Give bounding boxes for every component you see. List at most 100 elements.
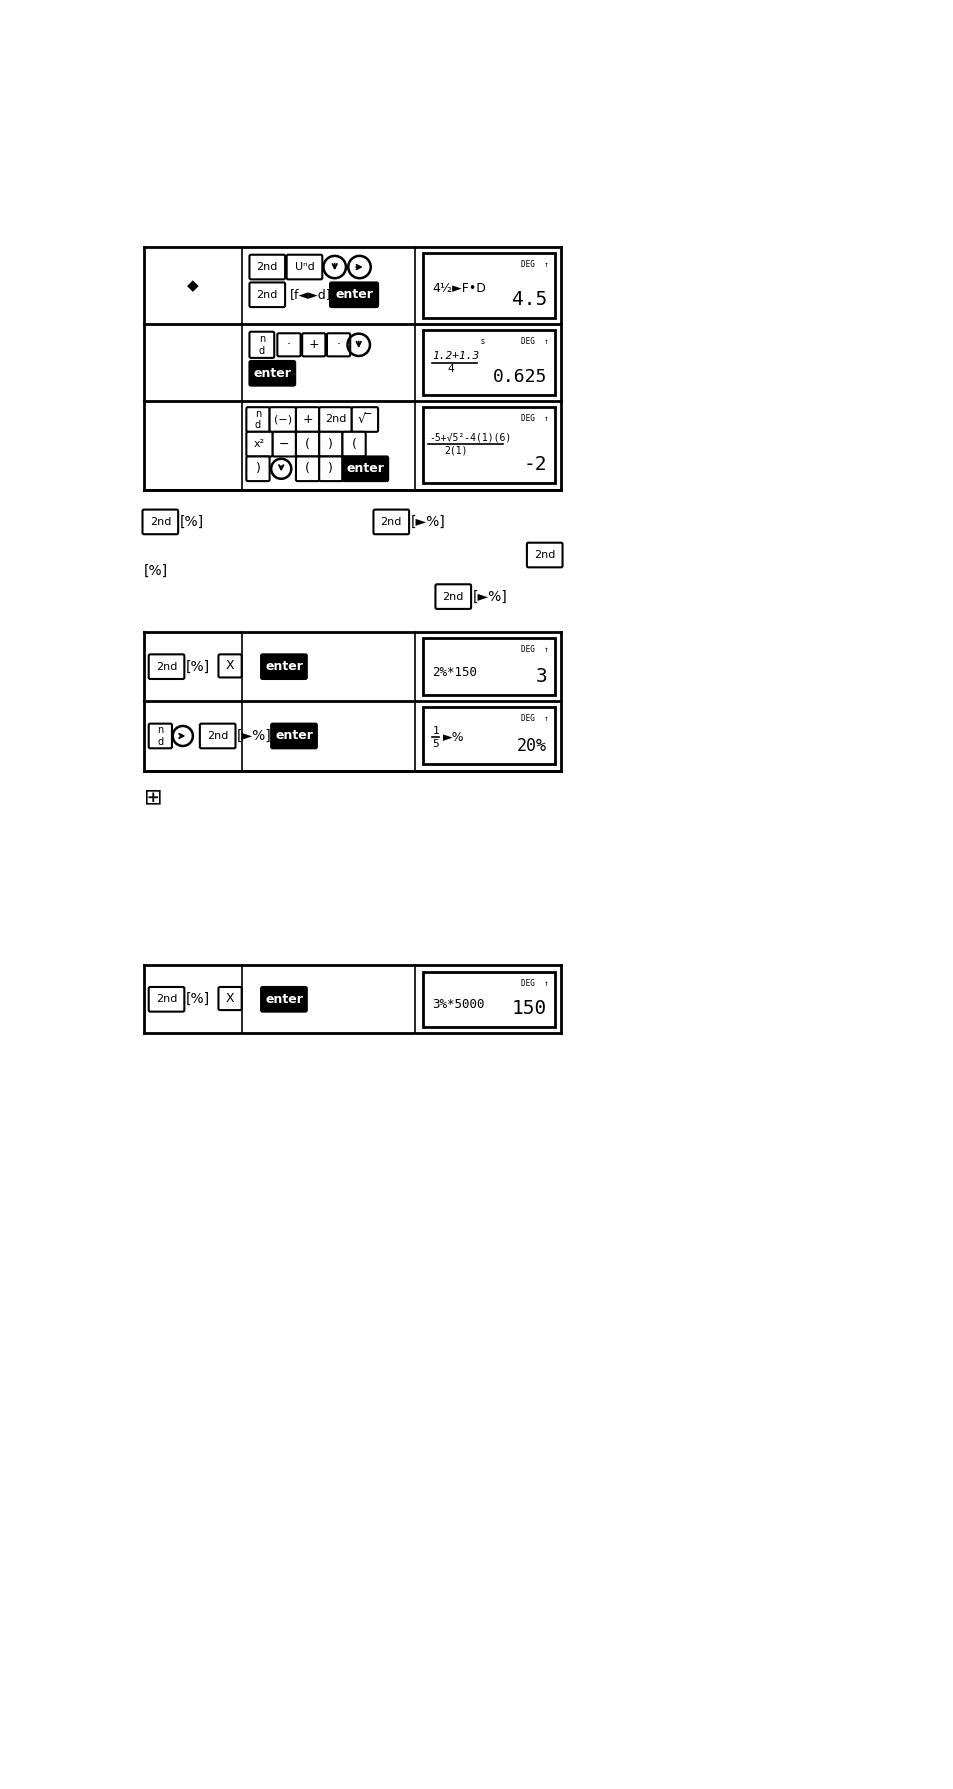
FancyBboxPatch shape	[319, 408, 352, 431]
Text: ·: ·	[336, 338, 340, 351]
Text: 150: 150	[511, 998, 546, 1018]
Text: 2(1): 2(1)	[443, 445, 467, 456]
FancyBboxPatch shape	[246, 431, 273, 456]
Text: 2nd: 2nd	[442, 592, 463, 601]
Text: DEG  ↑: DEG ↑	[520, 979, 548, 988]
Text: √‾: √‾	[357, 413, 372, 426]
Text: (: (	[305, 438, 310, 451]
Text: [►%]: [►%]	[236, 728, 272, 742]
FancyBboxPatch shape	[218, 988, 241, 1011]
Text: −: −	[279, 438, 290, 451]
Text: n
d: n d	[258, 335, 265, 356]
Text: DEG  ↑: DEG ↑	[520, 714, 548, 723]
Text: 4.5: 4.5	[511, 290, 546, 309]
Text: 0.625: 0.625	[492, 367, 546, 386]
Text: -2: -2	[523, 454, 546, 474]
FancyBboxPatch shape	[218, 655, 241, 678]
FancyBboxPatch shape	[295, 456, 319, 481]
Text: DEG  ↑: DEG ↑	[520, 259, 548, 268]
Text: s: s	[479, 336, 484, 345]
Text: enter: enter	[346, 462, 384, 476]
Text: 2nd: 2nd	[380, 517, 401, 528]
Text: ·: ·	[287, 338, 291, 351]
FancyBboxPatch shape	[302, 333, 325, 356]
FancyBboxPatch shape	[352, 408, 377, 431]
FancyBboxPatch shape	[142, 510, 178, 535]
Text: DEG  ↑: DEG ↑	[520, 413, 548, 424]
FancyBboxPatch shape	[273, 431, 295, 456]
Text: [►%]: [►%]	[410, 515, 445, 530]
FancyBboxPatch shape	[149, 655, 184, 680]
Text: -5+√5²-4(1)(6): -5+√5²-4(1)(6)	[429, 433, 511, 442]
Text: ►%: ►%	[443, 730, 464, 744]
FancyBboxPatch shape	[261, 988, 307, 1011]
Bar	[422, 331, 555, 395]
Text: X: X	[226, 993, 234, 1005]
Text: [►%]: [►%]	[472, 590, 507, 603]
Text: ◆: ◆	[187, 277, 198, 293]
Text: +: +	[308, 338, 318, 351]
FancyBboxPatch shape	[286, 254, 322, 279]
Text: (: (	[305, 462, 310, 476]
FancyBboxPatch shape	[199, 723, 235, 748]
FancyBboxPatch shape	[295, 431, 319, 456]
Text: ): )	[255, 462, 260, 476]
Text: X: X	[226, 660, 234, 673]
Text: 3: 3	[535, 667, 546, 685]
FancyBboxPatch shape	[319, 456, 342, 481]
Text: enter: enter	[265, 660, 302, 673]
Text: x²: x²	[253, 438, 265, 449]
Text: n
d: n d	[157, 725, 163, 746]
Bar	[422, 639, 555, 696]
Text: (−): (−)	[274, 415, 292, 424]
FancyBboxPatch shape	[295, 408, 319, 431]
Text: 2nd: 2nd	[256, 261, 277, 272]
FancyBboxPatch shape	[246, 408, 270, 431]
FancyBboxPatch shape	[319, 431, 342, 456]
Text: 2nd: 2nd	[534, 549, 555, 560]
Text: enter: enter	[253, 367, 291, 379]
Text: 1: 1	[432, 726, 438, 735]
Bar	[422, 254, 555, 318]
FancyBboxPatch shape	[246, 456, 270, 481]
Text: 3%*5000: 3%*5000	[432, 998, 484, 1011]
Text: 2nd: 2nd	[207, 732, 228, 741]
Text: 2nd: 2nd	[256, 290, 277, 301]
Bar	[422, 408, 555, 483]
Text: 2nd: 2nd	[155, 662, 177, 671]
FancyBboxPatch shape	[342, 456, 388, 481]
Text: ⊞: ⊞	[144, 789, 163, 809]
Text: [f◄►d]: [f◄►d]	[290, 288, 331, 301]
Text: enter: enter	[265, 993, 302, 1005]
Text: 2nd: 2nd	[155, 995, 177, 1004]
FancyBboxPatch shape	[373, 510, 409, 535]
Text: n
d: n d	[254, 408, 261, 431]
Text: ): )	[328, 438, 333, 451]
Text: enter: enter	[274, 730, 313, 742]
FancyBboxPatch shape	[342, 431, 365, 456]
Bar	[422, 707, 555, 764]
Text: (: (	[352, 438, 356, 451]
Text: [%]: [%]	[186, 660, 210, 674]
Text: 4½►F•D: 4½►F•D	[432, 283, 486, 295]
FancyBboxPatch shape	[271, 723, 316, 748]
FancyBboxPatch shape	[249, 361, 294, 386]
Text: 20%: 20%	[517, 737, 546, 755]
Text: [%]: [%]	[179, 515, 204, 530]
Text: ): )	[328, 462, 333, 476]
Text: enter: enter	[335, 288, 373, 301]
Text: DEG  ↑: DEG ↑	[520, 646, 548, 655]
Bar	[422, 971, 555, 1027]
Text: +: +	[302, 413, 313, 426]
FancyBboxPatch shape	[249, 283, 285, 308]
FancyBboxPatch shape	[526, 542, 562, 567]
Text: 2nd: 2nd	[324, 415, 346, 424]
Text: DEG  ↑: DEG ↑	[520, 336, 548, 345]
Text: 2%*150: 2%*150	[432, 666, 476, 678]
FancyBboxPatch shape	[249, 254, 285, 279]
FancyBboxPatch shape	[261, 655, 307, 680]
Text: 1.2+1.3: 1.2+1.3	[432, 351, 479, 361]
FancyBboxPatch shape	[270, 408, 295, 431]
Text: [%]: [%]	[186, 993, 210, 1005]
FancyBboxPatch shape	[435, 585, 471, 608]
